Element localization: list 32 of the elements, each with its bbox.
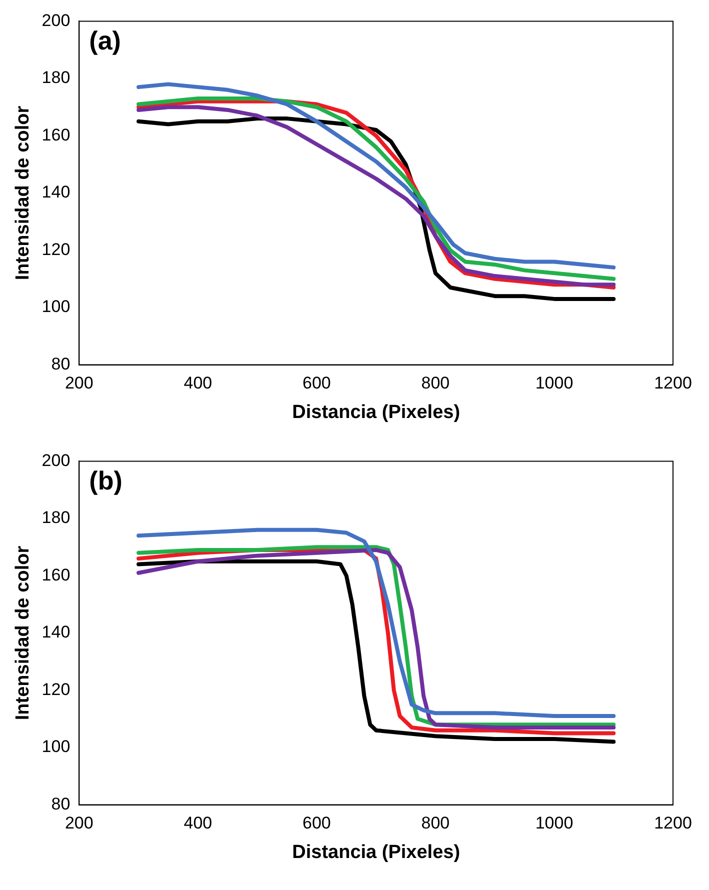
- x-axis-title: Distancia (Pixeles): [292, 402, 460, 423]
- x-tick-label: 200: [64, 374, 94, 393]
- y-tick-label: 160: [42, 125, 70, 144]
- x-tick-label: 200: [64, 814, 94, 833]
- y-tick-label: 120: [42, 680, 70, 699]
- x-tick-label: 1000: [535, 374, 574, 393]
- y-axis-title: Intensidad de color: [12, 545, 34, 720]
- annotation: (a): [89, 25, 121, 56]
- y-tick-label: 200: [42, 450, 70, 470]
- y-tick-label: 180: [42, 508, 70, 528]
- y-tick-label: 100: [42, 737, 70, 756]
- y-axis-title: Intensidad de color: [12, 105, 34, 280]
- x-tick-label: 400: [184, 814, 212, 833]
- annotation: (b): [89, 465, 122, 496]
- x-tick-label: 400: [184, 374, 212, 393]
- y-tick-label: 120: [42, 240, 70, 259]
- y-tick-label: 140: [42, 182, 70, 202]
- y-tick-label: 160: [42, 565, 70, 584]
- y-tick-label: 180: [42, 68, 70, 88]
- x-tick-label: 1000: [535, 814, 574, 833]
- x-tick-label: 800: [421, 814, 450, 833]
- y-tick-label: 80: [51, 354, 70, 374]
- x-axis-title: Distancia (Pixeles): [292, 842, 460, 863]
- x-tick-label: 600: [302, 814, 331, 833]
- x-tick-label: 800: [421, 374, 450, 393]
- y-tick-label: 140: [42, 622, 70, 642]
- x-tick-label: 1200: [654, 814, 692, 833]
- y-tick-label: 80: [51, 794, 70, 814]
- x-tick-label: 600: [302, 374, 331, 393]
- y-tick-label: 100: [42, 297, 70, 316]
- x-tick-label: 1200: [654, 374, 692, 393]
- y-tick-label: 200: [42, 10, 70, 30]
